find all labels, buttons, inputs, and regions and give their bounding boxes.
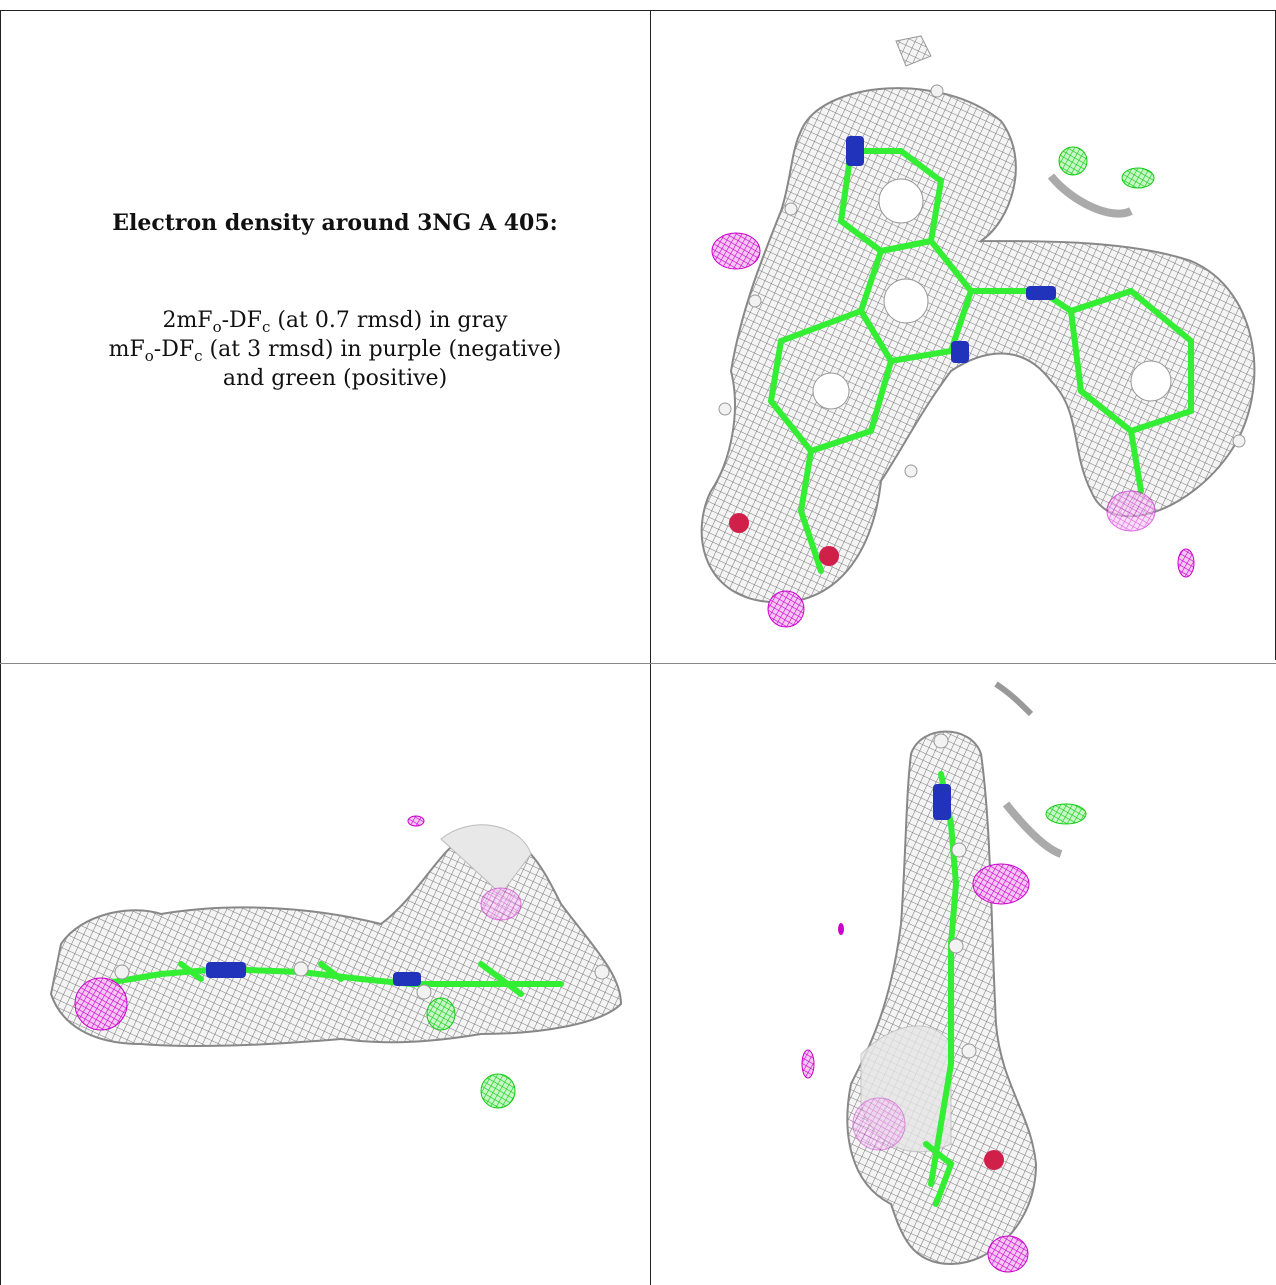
density-view-top-right <box>700 35 1256 628</box>
border-middle <box>650 10 651 1285</box>
difference-density <box>711 146 1195 628</box>
density-view-bottom-right <box>801 681 1087 1273</box>
caption-line-mfo: mFo-DFc (at 3 rmsd) in purple (negative) <box>108 337 562 365</box>
hydrogen-atoms <box>933 733 977 1059</box>
border-left <box>0 10 1 1285</box>
gray-density-mesh <box>700 35 1256 604</box>
nitrogen-atoms <box>933 784 951 820</box>
oxygen-atoms <box>729 513 839 566</box>
caption-line-2mfo: 2mFo-DFc (at 0.7 rmsd) in gray <box>162 308 508 336</box>
ligand-bonds <box>923 771 960 1207</box>
border-row-divider <box>0 663 1276 664</box>
border-top <box>0 10 1276 11</box>
difference-density <box>74 815 522 1109</box>
density-view-bottom-left <box>49 815 623 1109</box>
nitrogen-atoms <box>846 136 1056 363</box>
nitrogen-atoms <box>206 962 421 986</box>
oxygen-atoms <box>984 1150 1004 1170</box>
figure-caption: Electron density around 3NG A 405: 2mFo-… <box>40 210 630 393</box>
caption-line-positive: and green (positive) <box>222 366 448 391</box>
caption-title: Electron density around 3NG A 405: <box>112 210 558 236</box>
gray-density-mesh <box>49 824 623 1048</box>
hydrogen-atoms <box>114 961 610 1000</box>
gray-density-mesh <box>846 681 1063 1266</box>
ligand-bonds <box>98 961 564 997</box>
difference-density <box>801 803 1087 1273</box>
hydrogen-atoms <box>718 84 1246 478</box>
